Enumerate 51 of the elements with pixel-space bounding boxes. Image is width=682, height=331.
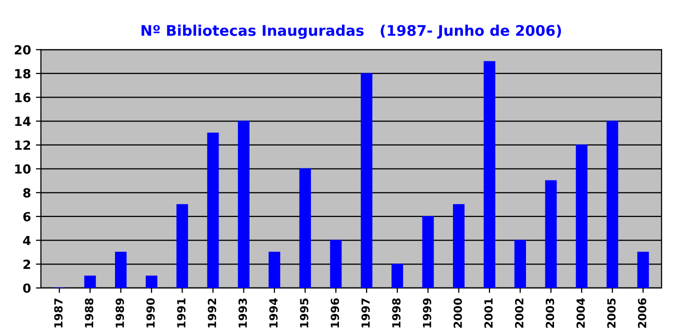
chart-title: Nº Bibliotecas Inauguradas (1987- Junho de 2006): [142, 24, 561, 39]
bar: [330, 240, 342, 288]
bar: [545, 180, 557, 288]
bar: [207, 132, 219, 288]
bar: [606, 120, 618, 288]
x-tick-label: 2006: [638, 298, 646, 328]
x-tick-label: 1999: [422, 298, 432, 328]
x-tick-label: 1992: [208, 298, 216, 328]
bar: [452, 204, 465, 288]
y-tick-label: 4: [23, 236, 31, 246]
bar: [576, 144, 588, 288]
x-tick-label: 1993: [238, 298, 247, 328]
x-tick-label: 1987: [54, 298, 63, 328]
y-tick-label: 18: [15, 68, 30, 78]
x-tick-label: 2000: [454, 298, 462, 328]
bar: [360, 73, 372, 288]
y-tick-label: 10: [15, 164, 31, 174]
x-tick-label: 1997: [361, 298, 370, 328]
bar: [299, 168, 311, 288]
x-tick-label: 2003: [546, 298, 554, 328]
bar: [115, 252, 127, 288]
y-tick-label: 6: [23, 212, 31, 222]
x-tick-label: 2004: [576, 298, 585, 328]
y-tick-label: 8: [23, 188, 30, 198]
y-tick-label: 14: [15, 116, 31, 126]
x-tick-label: 1996: [330, 298, 340, 328]
bar: [238, 120, 250, 288]
x-tick-label: 1991: [177, 298, 186, 328]
y-tick-label: 0: [23, 283, 31, 293]
x-tick-label: 1994: [269, 298, 278, 328]
y-tick-label: 2: [23, 260, 30, 269]
x-tick-label: 1988: [84, 298, 94, 328]
x-tick-label: 2002: [515, 298, 524, 328]
y-tick-label: 12: [15, 140, 30, 150]
x-tick-label: 1998: [392, 298, 401, 328]
bar: [176, 204, 188, 288]
y-tick-label: 20: [14, 45, 31, 55]
bar: [484, 61, 496, 288]
x-tick-label: 2005: [607, 298, 616, 328]
y-tick-label: 16: [15, 92, 31, 102]
bar: [146, 276, 158, 288]
x-tick-label: 1995: [300, 298, 308, 328]
x-tick-label: 2001: [484, 298, 493, 328]
bar: [84, 276, 96, 288]
x-tick-label: 1990: [146, 298, 155, 328]
bar: [637, 252, 649, 288]
x-tick-label: 1989: [116, 298, 124, 328]
bar: [422, 216, 434, 288]
bar: [514, 240, 526, 288]
bar: [392, 264, 404, 288]
bar: [268, 252, 280, 288]
